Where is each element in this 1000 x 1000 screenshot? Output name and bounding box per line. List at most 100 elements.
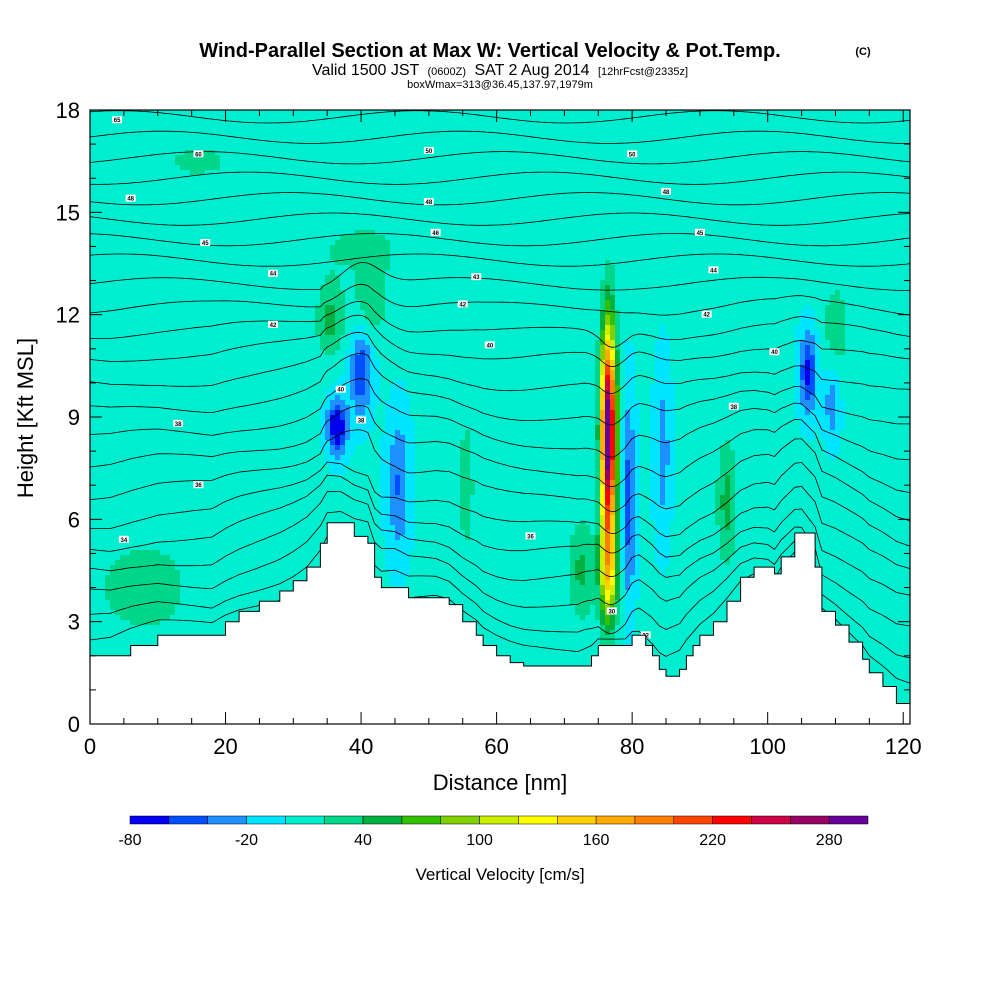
- contour-line: [90, 130, 910, 144]
- contour-line: [90, 429, 910, 522]
- colorbar-tick-label: 220: [699, 832, 726, 849]
- valid-date: SAT 2 Aug 2014: [474, 62, 589, 79]
- contour-label: 38: [728, 402, 739, 411]
- contour-label: 45: [200, 239, 211, 247]
- colorbar-label: Vertical Velocity [cm/s]: [415, 865, 584, 884]
- contour-line: [90, 378, 910, 460]
- colorbar-tick-label: -80: [118, 832, 141, 849]
- contour-line: [90, 110, 910, 124]
- forecast-info: [12hrFcst@2335z]: [598, 66, 688, 78]
- box-max-info: boxWmax=313@36.45,137.97,1979m: [407, 79, 593, 91]
- colorbar-swatch: [712, 815, 752, 825]
- contour-line: [90, 262, 910, 291]
- x-axis-label: Distance [nm]: [433, 770, 568, 795]
- x-tick-label: 60: [484, 734, 508, 759]
- contour-label: 48: [661, 187, 672, 196]
- colorbar-swatch: [285, 815, 325, 825]
- pot-temp-contours: 65 60 50 50 48 48 48 46 45 45 44 44 43 42 42 42 40 40 40 38…: [90, 110, 910, 684]
- colorbar-tick-label: -20: [235, 832, 258, 849]
- contour-label: 40: [769, 348, 780, 356]
- x-tick-label: 20: [213, 734, 237, 759]
- contour-label: 42: [267, 320, 278, 329]
- contour-label: 50: [627, 150, 638, 158]
- valid-zulu: (0600Z): [427, 66, 466, 78]
- contour-label: 36: [193, 481, 204, 489]
- contour-line: [90, 331, 910, 395]
- terrain-mask: [89, 522, 911, 725]
- colorbar-swatch: [362, 815, 403, 825]
- colorbar: -80 -20 40 100 160 220 280: [118, 815, 869, 849]
- colorbar-swatch: [634, 815, 675, 825]
- plot-area: 65 60 50 50 48 48 48 46 45 45 44 44 43 42 42 42 40 40 40 38…: [89, 110, 911, 725]
- contour-line: [90, 253, 910, 267]
- colorbar-tick-label: 160: [583, 832, 610, 849]
- x-tick-label: 100: [749, 734, 786, 759]
- contour-label: 38: [173, 419, 184, 428]
- contour-label: 50: [423, 146, 434, 155]
- contour-line: [90, 151, 910, 165]
- colorbar-swatch: [518, 815, 558, 825]
- contour-label: 30: [606, 607, 617, 615]
- contour-line: [90, 171, 910, 185]
- contour-line: [90, 352, 910, 426]
- contour-label: 38: [356, 416, 367, 424]
- copyright-mark: (C): [855, 46, 871, 58]
- contour-line: [90, 491, 910, 596]
- colorbar-swatch: [751, 815, 791, 825]
- y-tick-label: 6: [68, 507, 80, 532]
- x-tick-label: 0: [84, 734, 96, 759]
- contour-label: 44: [267, 269, 278, 278]
- contour-line: [90, 233, 910, 247]
- contour-line: [90, 212, 910, 226]
- contour-line: [90, 461, 910, 547]
- contour-label: 60: [193, 150, 204, 158]
- colorbar-swatch: [479, 815, 519, 825]
- y-tick-label: 9: [68, 405, 80, 430]
- contour-label: 44: [708, 266, 719, 274]
- x-tick-label: 120: [885, 734, 922, 759]
- contour-line: [90, 283, 910, 316]
- contour-label: 43: [471, 273, 482, 281]
- valid-time: Valid 1500 JST: [312, 62, 420, 79]
- colorbar-tick-label: 40: [354, 832, 372, 849]
- contour-line: [90, 534, 910, 659]
- y-tick-label: 0: [68, 712, 80, 737]
- colorbar-swatch: [557, 815, 597, 825]
- contour-label: 42: [701, 310, 712, 319]
- contour-label: 48: [423, 198, 434, 206]
- colorbar-swatch: [129, 815, 170, 825]
- colorbar-swatch: [673, 815, 713, 825]
- y-tick-label: 12: [56, 303, 80, 328]
- contour-label: 45: [694, 228, 705, 237]
- contour-label: 40: [335, 385, 346, 394]
- contour-line: [90, 301, 910, 348]
- colorbar-swatch: [401, 815, 441, 825]
- contour-line: [90, 192, 910, 206]
- colorbar-swatch: [168, 815, 208, 825]
- colorbar-tick-label: 280: [816, 832, 843, 849]
- colorbar-swatch: [828, 815, 869, 825]
- chart-subtitle: Valid 1500 JST (0600Z) SAT 2 Aug 2014 [1…: [312, 62, 688, 79]
- y-tick-label: 15: [56, 200, 80, 225]
- colorbar-swatch: [595, 815, 636, 825]
- colorbar-swatch: [323, 815, 364, 825]
- colorbar-swatch: [246, 815, 286, 825]
- axes: 0 20 40 60 80 100 120 0 36 9 12 15 18: [56, 98, 922, 759]
- x-tick-label: 80: [620, 734, 644, 759]
- contour-label: 40: [484, 341, 495, 349]
- chart-title: Wind-Parallel Section at Max W: Vertical…: [199, 40, 780, 62]
- colorbar-swatch: [207, 815, 247, 825]
- colorbar-tick-label: 100: [466, 832, 493, 849]
- x-tick-label: 40: [349, 734, 373, 759]
- y-axis-label: Height [Kft MSL]: [13, 338, 38, 498]
- contour-label: 48: [125, 194, 136, 203]
- contour-line: [90, 511, 910, 627]
- contour-label: 42: [457, 300, 468, 308]
- colorbar-swatch: [790, 815, 830, 825]
- contour-label: 36: [525, 532, 536, 540]
- contour-line: [90, 405, 910, 493]
- y-tick-label: 18: [56, 98, 80, 123]
- contour-label: 34: [118, 535, 129, 544]
- contour-label: 65: [112, 116, 123, 124]
